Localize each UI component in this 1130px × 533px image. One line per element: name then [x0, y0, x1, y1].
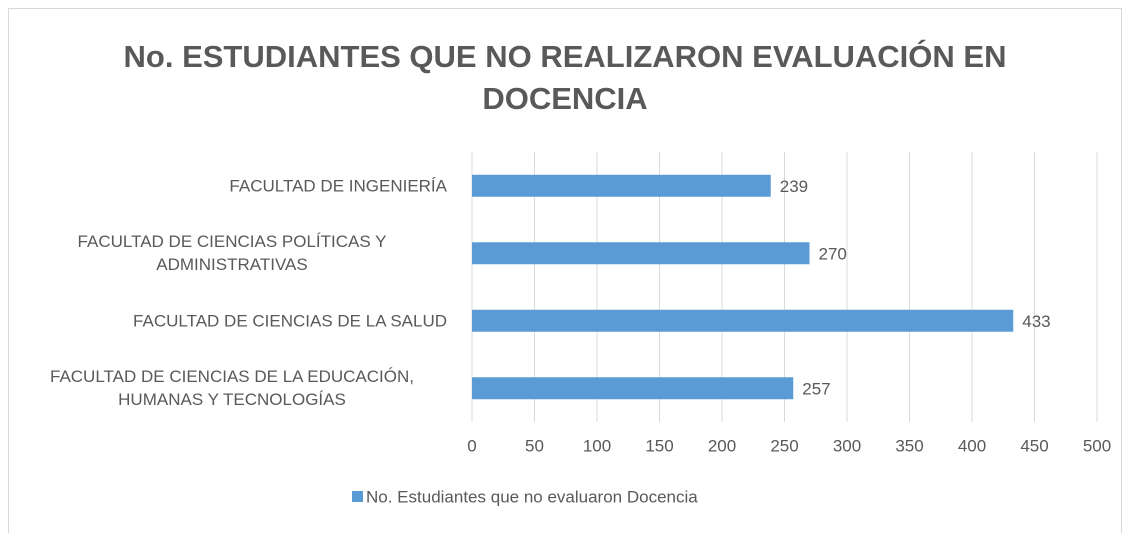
y-tick-text: FACULTAD DE CIENCIAS DE LA EDUCACIÓN, HU…	[50, 367, 414, 410]
chart-title: No. ESTUDIANTES QUE NO REALIZARON EVALUA…	[123, 39, 1007, 116]
y-tick-label: FACULTAD DE CIENCIAS POLÍTICAS Y ADMINIS…	[7, 230, 447, 276]
legend-label: No. Estudiantes que no evaluaron Docenci…	[366, 487, 698, 506]
data-label: 433	[1022, 312, 1050, 331]
data-label: 257	[802, 380, 830, 399]
chart-border	[8, 8, 1122, 533]
data-label: 239	[780, 177, 808, 196]
y-tick-text: FACULTAD DE CIENCIAS POLÍTICAS Y ADMINIS…	[77, 232, 387, 275]
x-tick-label: 300	[833, 436, 861, 455]
x-tick-label: 100	[583, 436, 611, 455]
x-tick-label: 350	[895, 436, 923, 455]
bar	[472, 242, 810, 265]
legend-swatch	[352, 491, 363, 502]
x-tick-label: 250	[770, 436, 798, 455]
x-tick-label: 500	[1083, 436, 1111, 455]
y-tick-text: FACULTAD DE INGENIERÍA	[229, 176, 447, 196]
y-tick-text: FACULTAD DE CIENCIAS DE LA SALUD	[133, 311, 447, 331]
y-tick-label: FACULTAD DE INGENIERÍA	[7, 174, 447, 197]
x-tick-label: 50	[525, 436, 544, 455]
bar	[472, 174, 771, 197]
x-tick-label: 400	[958, 436, 986, 455]
x-tick-label: 200	[708, 436, 736, 455]
x-tick-label: 450	[1020, 436, 1048, 455]
y-tick-label: FACULTAD DE CIENCIAS DE LA SALUD	[7, 309, 447, 332]
bar	[472, 309, 1014, 332]
x-tick-label: 0	[467, 436, 476, 455]
bar	[472, 377, 794, 400]
x-tick-label: 150	[645, 436, 673, 455]
data-label: 270	[819, 245, 847, 264]
y-tick-label: FACULTAD DE CIENCIAS DE LA EDUCACIÓN, HU…	[7, 365, 447, 411]
